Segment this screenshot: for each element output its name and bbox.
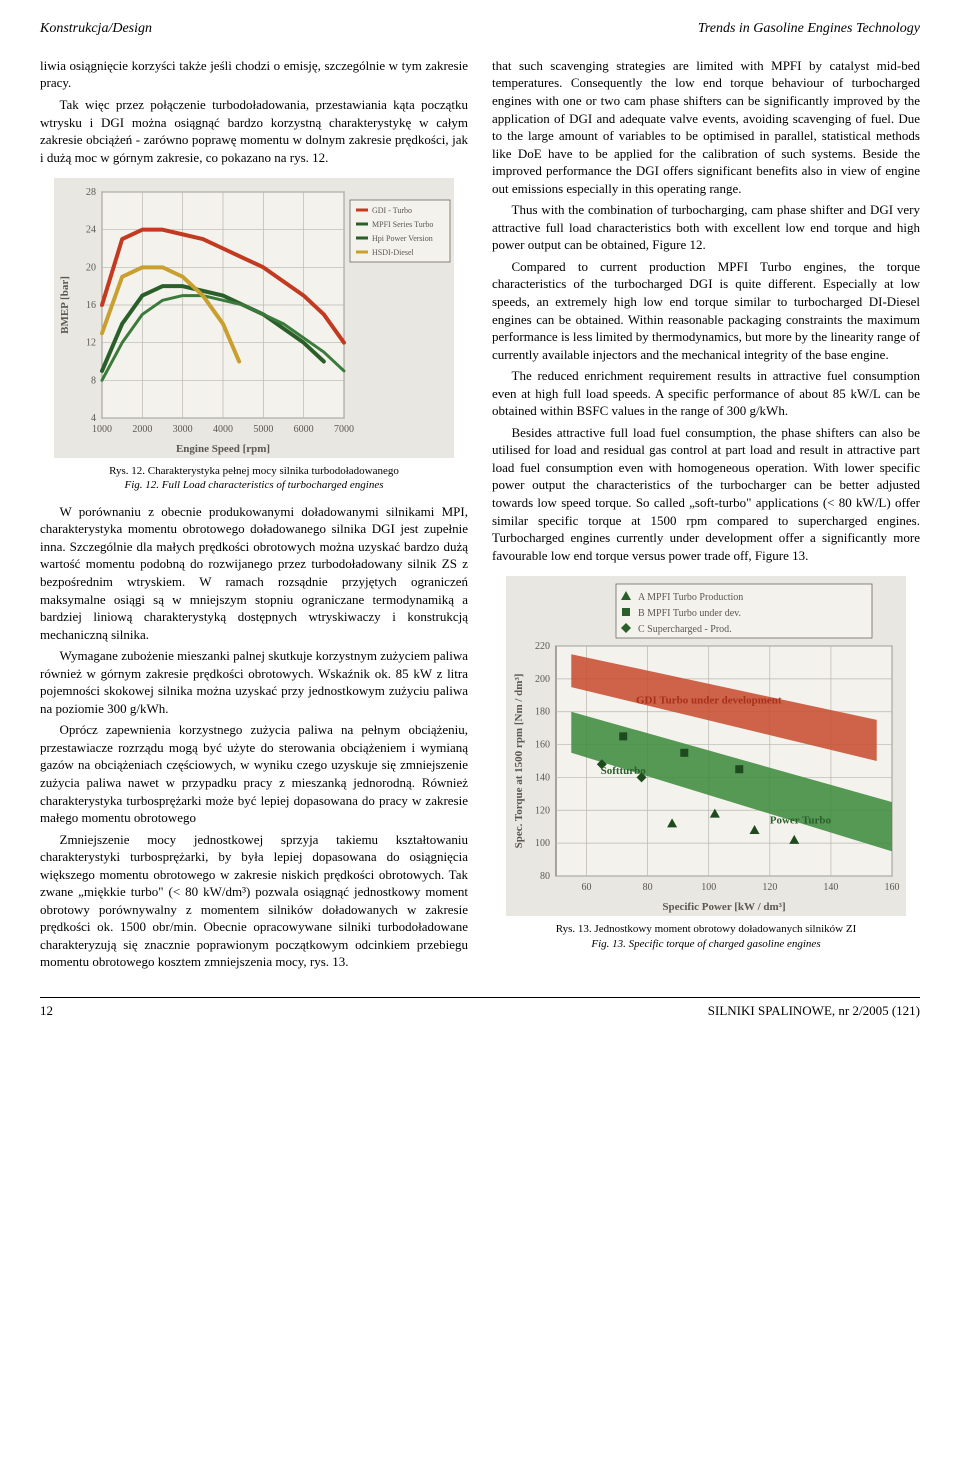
right-p5: Besides attractive full load fuel consum… <box>492 424 920 564</box>
svg-text:100: 100 <box>701 882 716 893</box>
page-header: Konstrukcja/Design Trends in Gasoline En… <box>40 20 920 39</box>
svg-text:140: 140 <box>823 882 838 893</box>
svg-text:Power Turbo: Power Turbo <box>770 815 832 827</box>
right-p1: that such scavenging strategies are limi… <box>492 57 920 197</box>
fig12-caption-en: Fig. 12. Full Load characteristics of tu… <box>40 478 468 492</box>
svg-text:2000: 2000 <box>132 424 152 435</box>
right-p2: Thus with the combination of turbochargi… <box>492 201 920 254</box>
svg-text:A MPFI Turbo Production: A MPFI Turbo Production <box>638 592 743 603</box>
svg-text:1000: 1000 <box>92 424 112 435</box>
right-p4: The reduced enrichment requirement resul… <box>492 367 920 420</box>
page-footer: 12 SILNIKI SPALINOWE, nr 2/2005 (121) <box>40 997 920 1020</box>
page-number: 12 <box>40 1002 53 1020</box>
figure-12-chart: 1000 2000 3000 4000 5000 6000 7000 4 8 12 16 20 24 28… <box>54 178 454 458</box>
svg-text:28: 28 <box>86 187 96 198</box>
left-p1: liwia osiągnięcie korzyści także jeśli c… <box>40 57 468 92</box>
svg-text:GDI Turbo under development: GDI Turbo under development <box>636 695 782 707</box>
svg-text:80: 80 <box>643 882 653 893</box>
svg-text:6000: 6000 <box>294 424 314 435</box>
svg-text:120: 120 <box>762 882 777 893</box>
svg-text:C Supercharged - Prod.: C Supercharged - Prod. <box>638 624 732 635</box>
svg-text:120: 120 <box>535 805 550 816</box>
svg-text:8: 8 <box>91 376 96 387</box>
svg-text:24: 24 <box>86 225 96 236</box>
svg-text:200: 200 <box>535 674 550 685</box>
right-p3: Compared to current production MPFI Turb… <box>492 258 920 363</box>
svg-text:GDI - Turbo: GDI - Turbo <box>372 206 412 215</box>
figure-13-caption: Rys. 13. Jednostkowy moment obrotowy doł… <box>492 922 920 951</box>
svg-text:3000: 3000 <box>173 424 193 435</box>
left-p6: Zmniejszenie mocy jednostkowej sprzyja t… <box>40 831 468 971</box>
svg-text:160: 160 <box>885 882 900 893</box>
svg-text:BMEP [bar]: BMEP [bar] <box>59 276 71 334</box>
journal-ref: SILNIKI SPALINOWE, nr 2/2005 (121) <box>708 1002 920 1020</box>
figure-12: 1000 2000 3000 4000 5000 6000 7000 4 8 12 16 20 24 28… <box>40 178 468 458</box>
left-p5: Oprócz zapewnienia korzystnego zużycia p… <box>40 721 468 826</box>
svg-text:Spec. Torque at 1500 rpm [Nm /: Spec. Torque at 1500 rpm [Nm / dm³] <box>513 674 525 849</box>
figure-12-caption: Rys. 12. Charakterystyka pełnej mocy sil… <box>40 464 468 493</box>
left-p4: Wymagane zubożenie mieszanki palnej skut… <box>40 647 468 717</box>
fig13-caption-en: Fig. 13. Specific torque of charged gaso… <box>492 937 920 951</box>
svg-text:MPFI Series Turbo: MPFI Series Turbo <box>372 220 433 229</box>
left-p2: Tak więc przez połączenie turbodoładowan… <box>40 96 468 166</box>
left-column: liwia osiągnięcie korzyści także jeśli c… <box>40 57 468 975</box>
header-right: Trends in Gasoline Engines Technology <box>698 20 920 39</box>
svg-text:160: 160 <box>535 740 550 751</box>
svg-text:7000: 7000 <box>334 424 354 435</box>
svg-text:HSDI-Diesel: HSDI-Diesel <box>372 248 415 257</box>
svg-text:B MPFI Turbo under dev.: B MPFI Turbo under dev. <box>638 608 741 619</box>
svg-text:180: 180 <box>535 707 550 718</box>
svg-text:Specific Power [kW / dm³]: Specific Power [kW / dm³] <box>662 901 785 913</box>
svg-text:Engine Speed [rpm]: Engine Speed [rpm] <box>176 443 270 455</box>
two-column-body: liwia osiągnięcie korzyści także jeśli c… <box>40 57 920 975</box>
fig12-caption-pl: Rys. 12. Charakterystyka pełnej mocy sil… <box>40 464 468 478</box>
svg-text:220: 220 <box>535 641 550 652</box>
svg-text:5000: 5000 <box>253 424 273 435</box>
svg-text:20: 20 <box>86 263 96 274</box>
svg-text:80: 80 <box>540 871 550 882</box>
svg-text:4: 4 <box>91 413 96 424</box>
figure-13: 60 80 100 120 140 160 80 100 120 140 160 180 200 220 G… <box>492 576 920 916</box>
fig13-caption-pl: Rys. 13. Jednostkowy moment obrotowy doł… <box>492 922 920 936</box>
svg-text:4000: 4000 <box>213 424 233 435</box>
svg-text:140: 140 <box>535 773 550 784</box>
svg-text:Softturbo: Softturbo <box>601 765 647 777</box>
svg-text:16: 16 <box>86 300 96 311</box>
svg-text:Hpi Power Version: Hpi Power Version <box>372 234 433 243</box>
svg-text:60: 60 <box>582 882 592 893</box>
svg-text:12: 12 <box>86 338 96 349</box>
figure-13-chart: 60 80 100 120 140 160 80 100 120 140 160 180 200 220 G… <box>506 576 906 916</box>
header-left: Konstrukcja/Design <box>40 20 152 39</box>
right-column: that such scavenging strategies are limi… <box>492 57 920 975</box>
left-p3: W porównaniu z obecnie produkowanymi doł… <box>40 503 468 643</box>
svg-text:100: 100 <box>535 838 550 849</box>
